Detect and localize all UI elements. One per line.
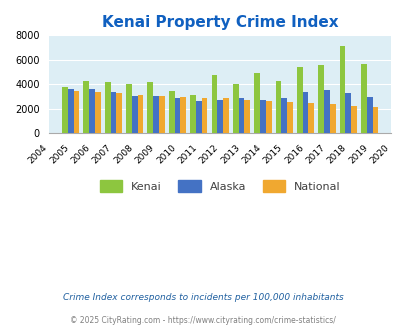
Title: Kenai Property Crime Index: Kenai Property Crime Index <box>102 15 338 30</box>
Bar <box>286 102 292 133</box>
Bar <box>73 91 79 133</box>
Bar <box>222 98 228 133</box>
Bar <box>232 83 238 133</box>
Bar <box>318 65 323 133</box>
Bar <box>62 87 68 133</box>
Bar <box>259 100 265 133</box>
Text: Crime Index corresponds to incidents per 100,000 inhabitants: Crime Index corresponds to incidents per… <box>62 292 343 302</box>
Bar <box>339 46 345 133</box>
Bar <box>196 101 201 133</box>
Bar <box>323 90 329 133</box>
Bar <box>345 93 350 133</box>
Bar <box>168 91 174 133</box>
Bar <box>372 108 377 133</box>
Bar <box>366 97 372 133</box>
Bar <box>302 92 308 133</box>
Bar <box>254 73 259 133</box>
Bar <box>104 82 110 133</box>
Bar <box>360 64 366 133</box>
Bar <box>329 104 335 133</box>
Bar <box>83 81 89 133</box>
Bar <box>89 89 95 133</box>
Bar <box>281 98 286 133</box>
Bar <box>296 67 302 133</box>
Bar <box>116 93 122 133</box>
Bar <box>174 98 180 133</box>
Bar <box>244 100 249 133</box>
Bar <box>308 103 313 133</box>
Bar <box>147 82 153 133</box>
Bar <box>110 92 116 133</box>
Bar <box>190 95 196 133</box>
Bar <box>159 96 164 133</box>
Legend: Kenai, Alaska, National: Kenai, Alaska, National <box>95 176 344 196</box>
Bar <box>137 95 143 133</box>
Bar <box>275 81 281 133</box>
Bar <box>180 97 185 133</box>
Bar <box>153 96 159 133</box>
Bar <box>95 92 100 133</box>
Bar <box>211 75 217 133</box>
Bar <box>68 89 73 133</box>
Bar <box>126 84 132 133</box>
Bar <box>238 98 244 133</box>
Bar <box>201 98 207 133</box>
Bar <box>217 100 222 133</box>
Bar <box>350 106 356 133</box>
Bar <box>132 96 137 133</box>
Bar <box>265 101 271 133</box>
Text: © 2025 CityRating.com - https://www.cityrating.com/crime-statistics/: © 2025 CityRating.com - https://www.city… <box>70 315 335 325</box>
